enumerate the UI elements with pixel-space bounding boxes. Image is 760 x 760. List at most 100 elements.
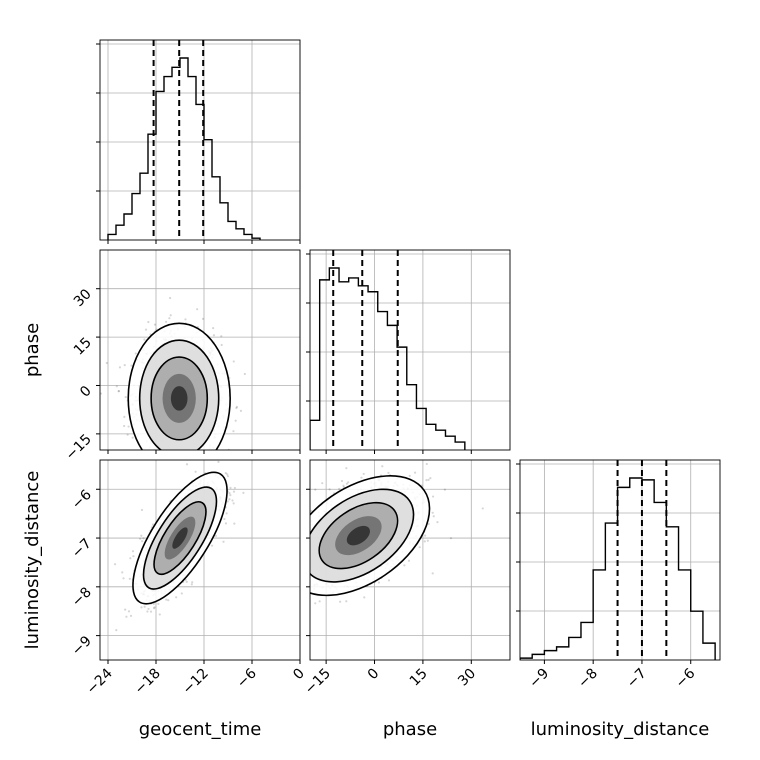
scatter-point <box>229 494 232 497</box>
scatter-point <box>338 487 341 490</box>
scatter-point <box>347 481 350 484</box>
scatter-point <box>432 515 435 518</box>
joint-panel-phase-luminosity-distance <box>306 459 511 664</box>
scatter-point <box>321 482 324 485</box>
scatter-point <box>127 425 130 428</box>
scatter-point <box>427 478 430 481</box>
scatter-point <box>387 579 391 582</box>
scatter-point <box>431 495 435 498</box>
density-contour <box>346 525 370 546</box>
scatter-point <box>225 512 228 515</box>
scatter-point <box>431 572 434 575</box>
hist-bars <box>107 40 261 240</box>
scatter-point <box>345 600 348 603</box>
hist-panel-luminosity-distance <box>516 459 721 664</box>
scatter-point <box>427 522 430 526</box>
scatter-point <box>345 467 348 470</box>
scatter-point <box>140 606 143 609</box>
scatter-point <box>146 610 149 613</box>
scatter-point <box>360 476 363 479</box>
scatter-point <box>217 460 220 463</box>
xlabel-phase: phase <box>383 719 437 740</box>
hist-bars <box>520 460 716 660</box>
scatter-point <box>139 537 142 540</box>
scatter-point <box>318 600 321 603</box>
scatter-point <box>140 534 143 537</box>
scatter-point <box>132 555 135 558</box>
scatter-point <box>403 564 406 567</box>
scatter-point <box>144 328 148 331</box>
scatter-point <box>126 433 129 436</box>
scatter-point <box>242 491 245 494</box>
scatter-point <box>142 537 145 540</box>
scatter-point <box>131 436 134 439</box>
hist-step-line <box>107 57 261 240</box>
scatter-point <box>169 314 172 317</box>
scatter-point <box>232 502 235 505</box>
scatter-point <box>224 472 227 475</box>
scatter-point <box>129 614 133 617</box>
density-contour <box>170 386 188 411</box>
scatter-point <box>228 491 231 495</box>
scatter-point <box>169 296 172 300</box>
scatter-point <box>407 559 411 562</box>
scatter-point <box>328 488 331 491</box>
scatter-point <box>362 472 365 476</box>
scatter-point <box>443 488 446 491</box>
joint-content <box>113 460 245 632</box>
scatter-point <box>231 499 234 502</box>
scatter-point <box>180 592 183 595</box>
xlabel-luminosity-distance: luminosity_distance <box>531 719 710 740</box>
joint-panel-geocent-time-phase <box>96 249 301 454</box>
scatter-point <box>235 405 239 408</box>
panel-frame <box>309 249 511 451</box>
scatter-point <box>196 308 199 311</box>
scatter-point <box>212 326 215 330</box>
xlabel-geocent-time: geocent_time <box>139 719 262 740</box>
scatter-point <box>387 471 390 474</box>
scatter-point <box>143 338 146 341</box>
scatter-point <box>184 318 187 321</box>
scatter-point <box>212 334 216 337</box>
scatter-point <box>121 571 124 574</box>
scatter-point <box>152 607 156 610</box>
scatter-point <box>220 343 223 347</box>
panels: −24 −18 −12 −6 0−15 0 15 30 −9 −8 −7 −6−1501530−9−8… <box>63 39 721 698</box>
scatter-point <box>123 424 126 428</box>
panel-frame <box>309 459 511 661</box>
scatter-point <box>167 599 170 602</box>
scatter-point <box>134 352 137 355</box>
scatter-point <box>222 540 225 543</box>
scatter-point <box>220 335 223 338</box>
scatter-point <box>340 479 344 483</box>
panel-frame <box>99 459 301 661</box>
scatter-point <box>228 498 231 501</box>
scatter-point <box>149 610 153 613</box>
scatter-point <box>113 563 117 566</box>
scatter-point <box>157 602 160 605</box>
scatter-point <box>429 477 432 480</box>
scatter-point <box>125 615 128 618</box>
scatter-point <box>147 320 150 324</box>
scatter-point <box>127 610 131 613</box>
scatter-point <box>168 317 171 320</box>
scatter-point <box>105 361 108 365</box>
scatter-point <box>143 605 146 608</box>
scatter-point <box>140 508 144 512</box>
scatter-point <box>115 385 118 388</box>
scatter-point <box>423 540 426 543</box>
scatter-point <box>418 546 421 549</box>
ylabel-luminosity-distance: luminosity_distance <box>22 471 43 650</box>
scatter-point <box>413 471 417 474</box>
density-contour <box>172 527 188 549</box>
scatter-point <box>425 479 428 482</box>
scatter-point <box>481 507 484 510</box>
scatter-point <box>123 415 126 418</box>
joint-content <box>310 462 484 605</box>
scatter-point <box>381 465 384 468</box>
scatter-point <box>117 390 120 393</box>
scatter-point <box>239 409 243 412</box>
hist-panel-geocent-time <box>96 39 301 244</box>
